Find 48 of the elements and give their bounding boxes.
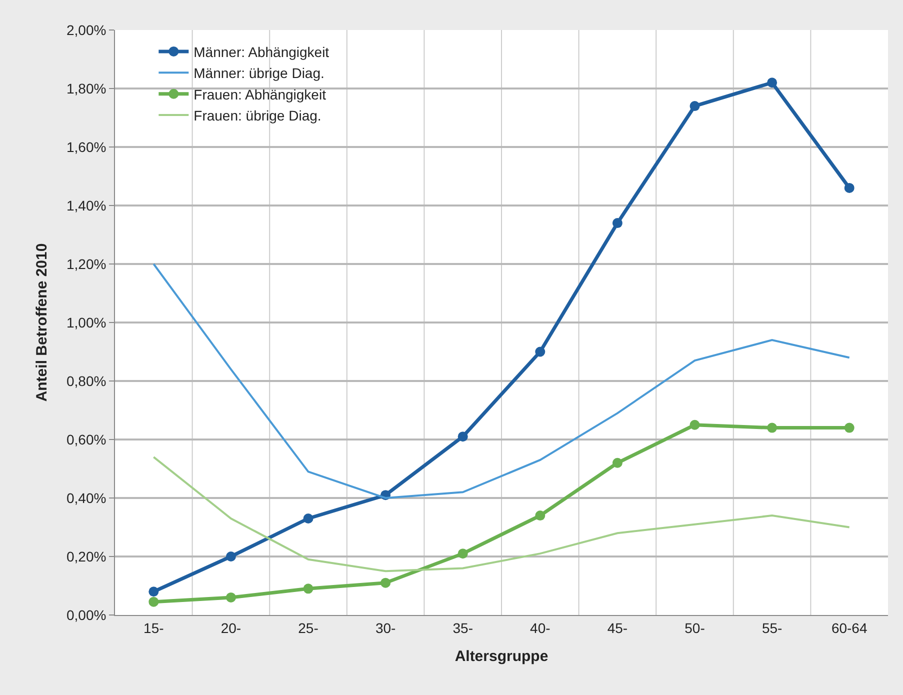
- point: [458, 548, 468, 559]
- x-axis-title: Altersgruppe: [454, 648, 548, 665]
- point: [458, 432, 468, 442]
- legend-label: Frauen: Abhängigkeit: [194, 86, 326, 102]
- x-tick-label: 55-: [762, 620, 783, 636]
- point: [535, 510, 546, 521]
- legend-label: Männer: Abhängigkeit: [194, 44, 330, 60]
- y-tick-label: 0,00%: [66, 606, 106, 623]
- y-tick-label: 1,80%: [66, 80, 106, 96]
- x-tick-label: 20-: [220, 620, 242, 636]
- y-tick-label: 1,00%: [66, 314, 106, 330]
- y-tick-label: 0,80%: [66, 372, 106, 389]
- y-tick-label: 1,60%: [66, 138, 106, 155]
- line-series: [152, 263, 850, 499]
- point: [767, 422, 778, 433]
- y-tick-label: 1,40%: [66, 197, 106, 214]
- point: [844, 422, 854, 433]
- point: [767, 78, 778, 88]
- x-tick-label: 40-: [530, 620, 551, 636]
- y-tick-label: 1,20%: [66, 256, 106, 272]
- legend-label: Männer: übrige Diag.: [194, 65, 324, 82]
- point: [148, 586, 159, 597]
- legend-label: Frauen: übrige Diag.: [194, 108, 322, 124]
- point: [226, 592, 236, 602]
- y-tick-label: 0,60%: [66, 431, 106, 448]
- x-tick-label: 50-: [684, 620, 706, 636]
- x-tick-label: 25-: [298, 620, 319, 636]
- point: [690, 101, 700, 112]
- y-tick-label: 0,20%: [66, 548, 106, 564]
- point: [226, 552, 236, 562]
- y-axis-title: Anteil Betroffene 2010: [34, 243, 51, 402]
- x-tick-label: 15-: [144, 620, 164, 636]
- point: [535, 346, 546, 357]
- point: [690, 420, 700, 430]
- point: [303, 584, 314, 594]
- point: [148, 596, 159, 607]
- x-tick-label: 45-: [607, 620, 628, 636]
- point: [612, 458, 622, 468]
- x-tick-label: 30-: [375, 620, 396, 636]
- x-tick-label: 35-: [452, 620, 474, 636]
- y-tick-label: 2,00%: [66, 22, 106, 38]
- y-tick-label: 0,40%: [66, 490, 106, 506]
- point: [303, 513, 314, 524]
- point: [380, 578, 391, 588]
- x-tick-label: 60-64: [831, 620, 868, 636]
- point: [612, 218, 622, 228]
- point: [844, 182, 854, 193]
- line-series: [152, 456, 850, 572]
